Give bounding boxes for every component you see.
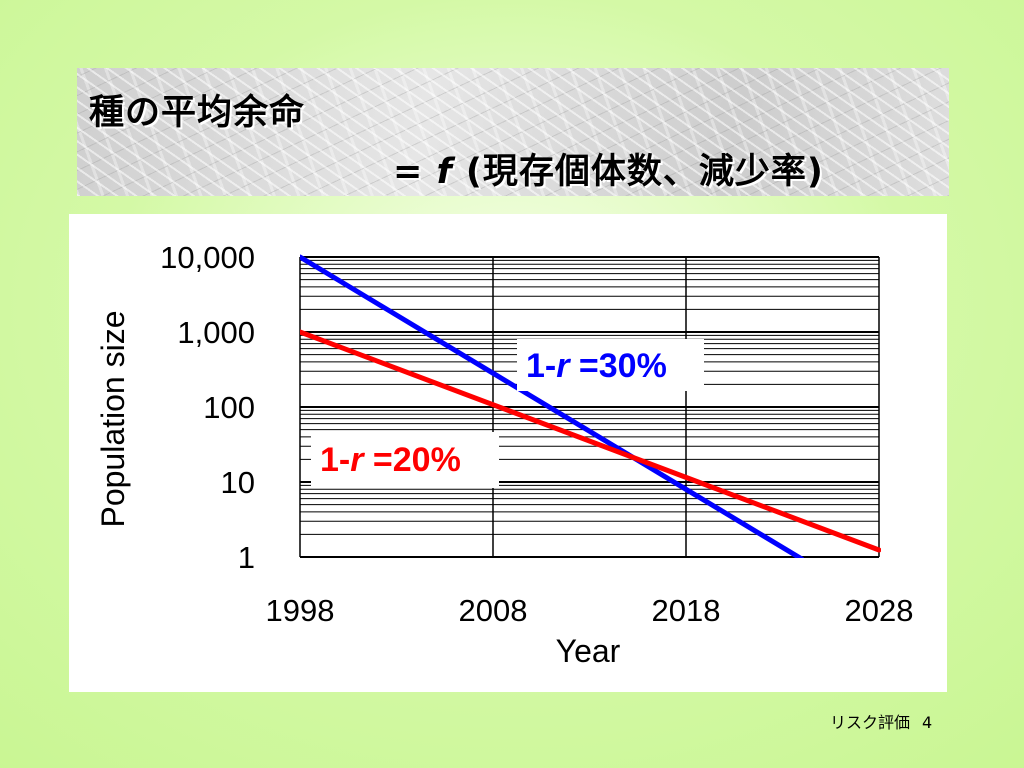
slide-title: 種の平均余命 xyxy=(89,93,306,133)
formula-args: (現存個体数、減少率) xyxy=(452,152,824,192)
series-line-20-percent xyxy=(300,329,881,553)
slide-footer: リスク評価 4 xyxy=(830,709,932,733)
x-axis-label: Year xyxy=(556,633,621,669)
slide-subtitle-formula: = f (現存個体数、減少率) xyxy=(393,143,824,194)
chart-panel: 1 10 100 1,000 10,000 1998 2008 2018 2028 Year Pop… xyxy=(69,214,947,692)
x-tick-label: 2008 xyxy=(459,593,528,628)
series-line-30-percent xyxy=(300,254,805,558)
formula-function: f xyxy=(436,152,453,192)
series-label-box xyxy=(311,432,499,488)
y-tick-label: 10,000 xyxy=(160,240,255,275)
y-tick-label: 1,000 xyxy=(177,315,255,350)
title-banner: 種の平均余命 = f (現存個体数、減少率) xyxy=(77,68,949,196)
series-label-30-percent: 1-r =30% xyxy=(526,347,667,385)
x-tick-label: 2028 xyxy=(845,593,914,628)
formula-prefix: = xyxy=(393,152,437,192)
y-axis-label: Population size xyxy=(95,310,131,527)
x-tick-label: 2018 xyxy=(652,593,721,628)
page-number: 4 xyxy=(922,713,933,732)
x-tick-label: 1998 xyxy=(266,593,335,628)
y-tick-label: 10 xyxy=(221,465,255,500)
population-chart: 1 10 100 1,000 10,000 1998 2008 2018 2028 Year Pop… xyxy=(95,240,914,669)
y-tick-label: 100 xyxy=(203,390,255,425)
y-tick-label: 1 xyxy=(238,540,255,575)
series-label-box xyxy=(517,339,704,391)
series-label-20-percent: 1-r =20% xyxy=(320,441,461,479)
footer-label: リスク評価 xyxy=(830,713,911,732)
